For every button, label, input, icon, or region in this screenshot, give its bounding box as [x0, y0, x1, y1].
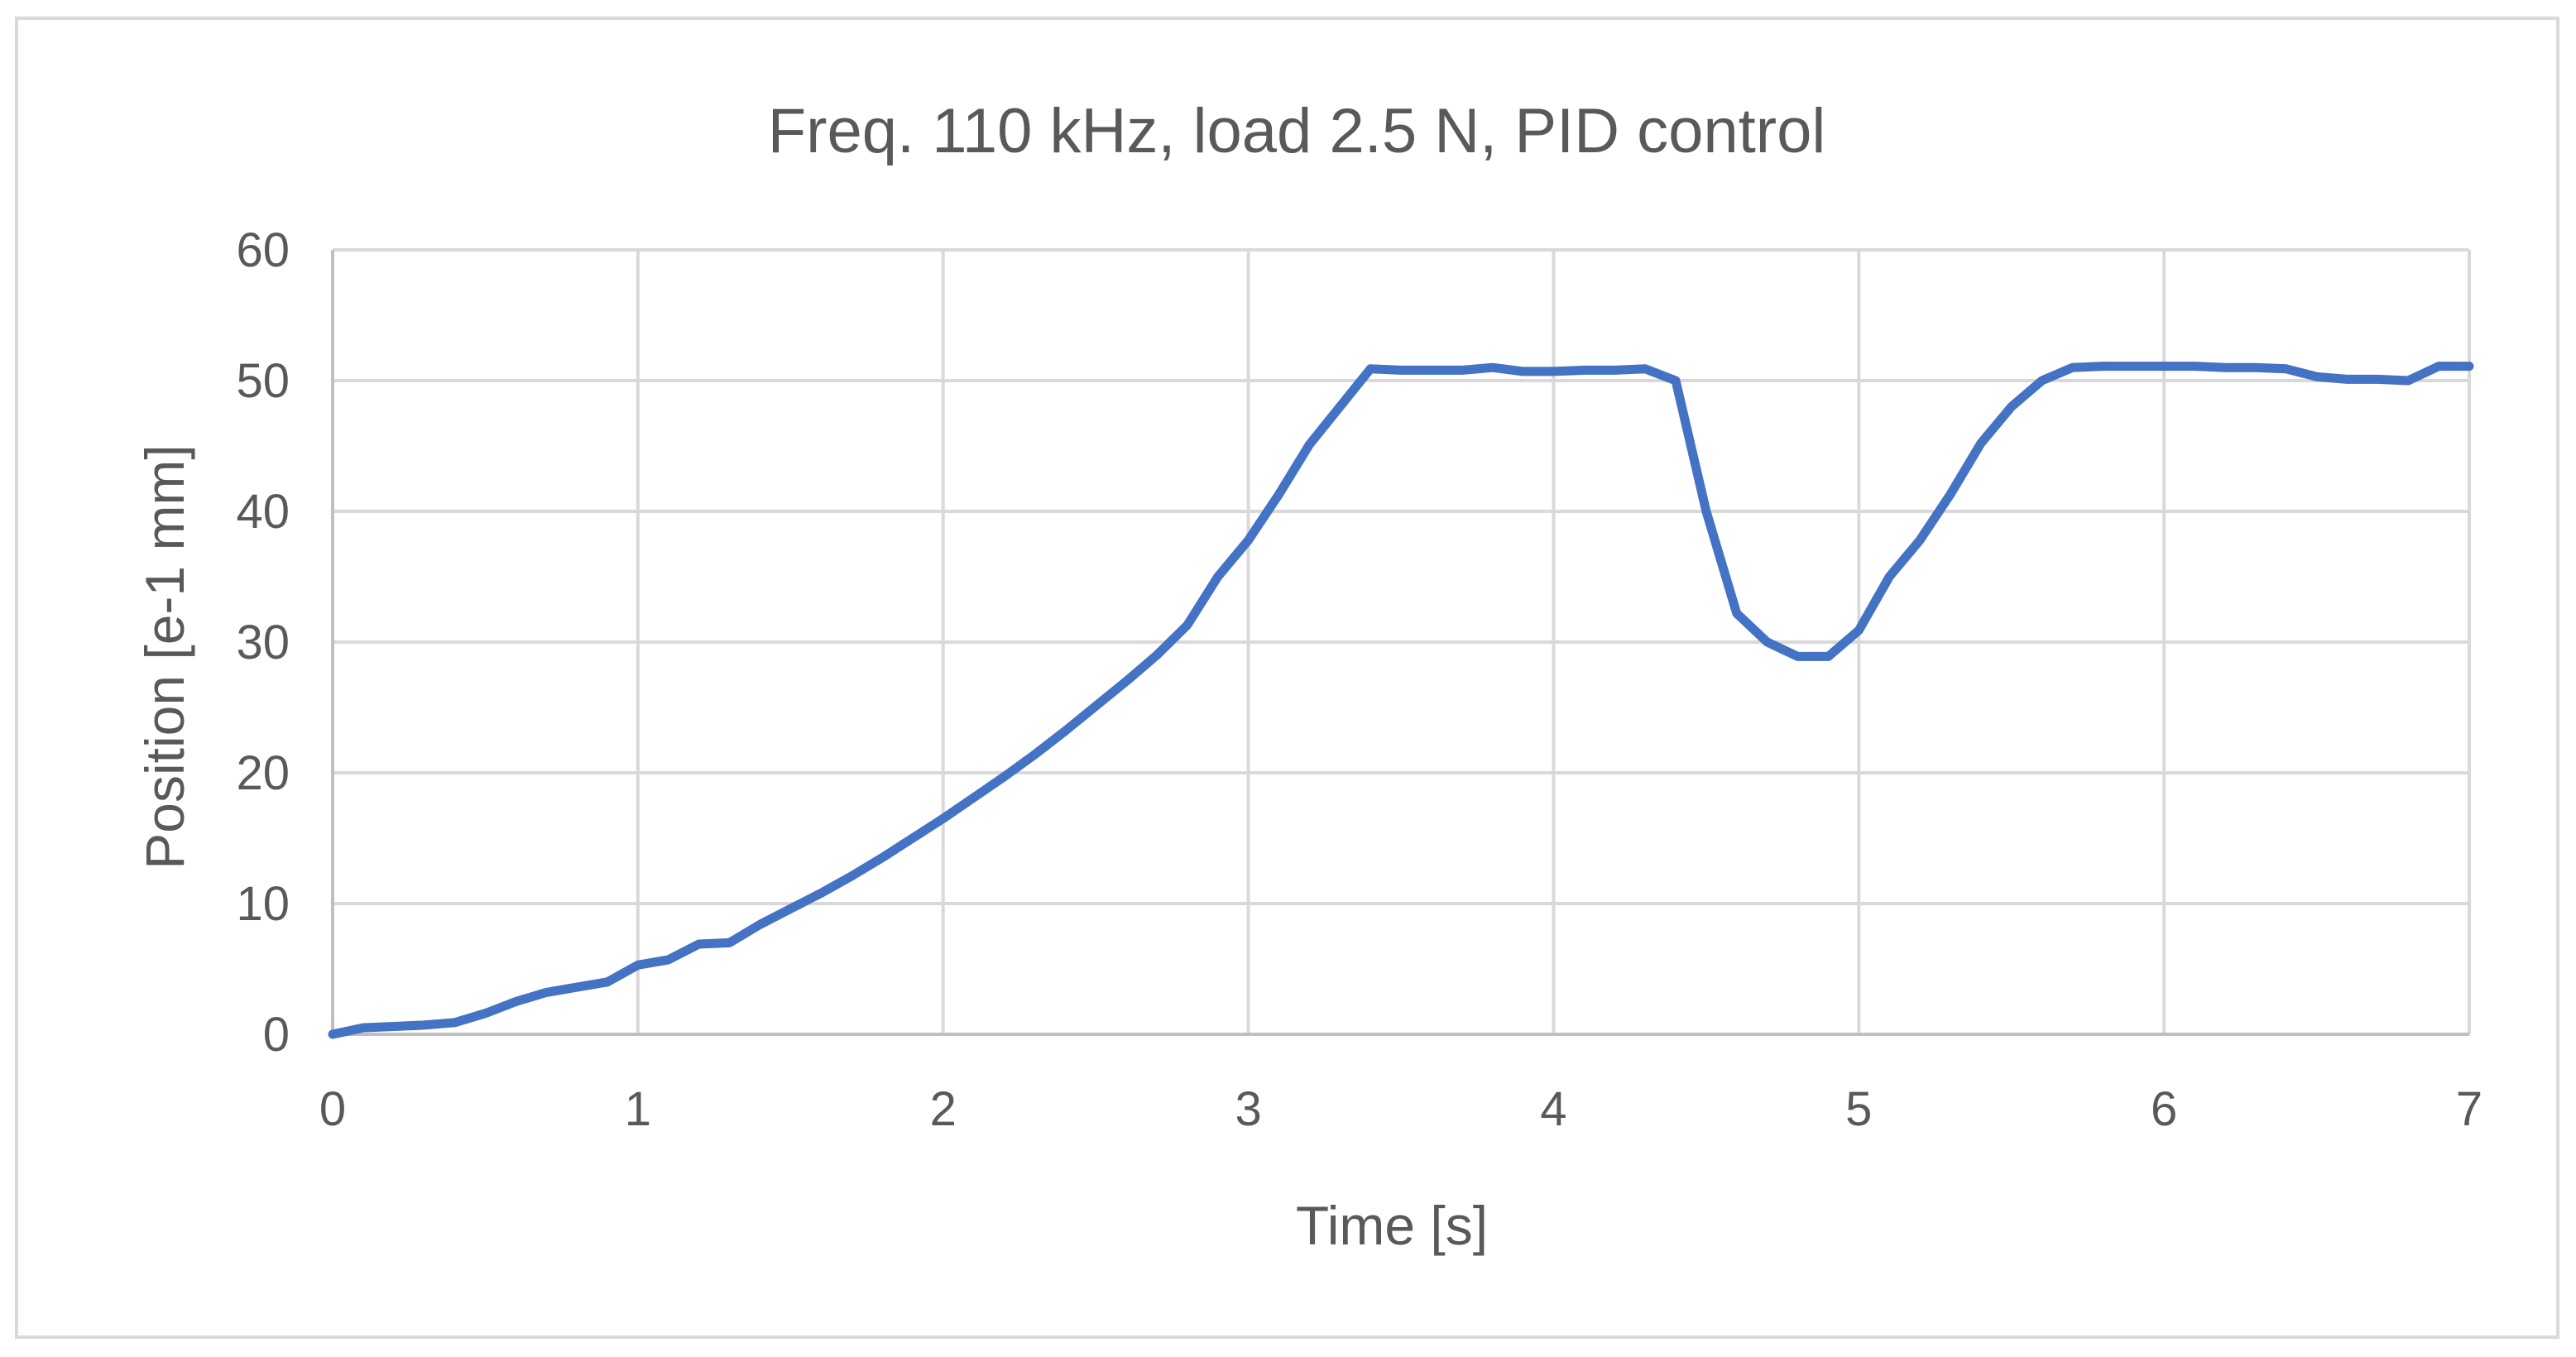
series-layer	[328, 362, 2474, 1039]
grid	[333, 248, 2471, 1034]
x-tick-label: 0	[319, 1082, 346, 1136]
y-tick-label: 30	[236, 616, 290, 669]
chart-title: Freq. 110 kHz, load 2.5 N, PID control	[768, 96, 1826, 166]
line-chart: 0 10 20 30 40 50 60 0 1 2 3 4 5 6 7 Freq. 110 kHz, loa…	[134, 96, 2482, 1256]
x-tick-label: 1	[625, 1082, 651, 1136]
axes	[331, 250, 2469, 1036]
y-tick-label: 0	[263, 1008, 290, 1062]
y-axis-title: Position [e-1 mm]	[134, 444, 195, 870]
y-tick-label: 10	[236, 877, 290, 931]
y-tick-label: 60	[236, 223, 290, 277]
chart-frame: 0 10 20 30 40 50 60 0 1 2 3 4 5 6 7 Freq. 110 kHz, loa…	[15, 17, 2559, 1339]
x-tick-label: 6	[2151, 1082, 2177, 1136]
x-tick-label: 3	[1235, 1082, 1261, 1136]
x-axis-title: Time [s]	[1296, 1195, 1488, 1256]
x-tick-label: 4	[1540, 1082, 1566, 1136]
x-tick-label: 5	[1845, 1082, 1872, 1136]
tick-labels: 0 10 20 30 40 50 60 0 1 2 3 4 5 6 7	[236, 223, 2482, 1136]
x-tick-label: 2	[930, 1082, 957, 1136]
series-line	[328, 362, 2474, 1039]
y-tick-label: 40	[236, 485, 290, 539]
y-tick-label: 20	[236, 746, 290, 800]
y-tick-label: 50	[236, 354, 290, 408]
x-tick-label: 7	[2456, 1082, 2482, 1136]
